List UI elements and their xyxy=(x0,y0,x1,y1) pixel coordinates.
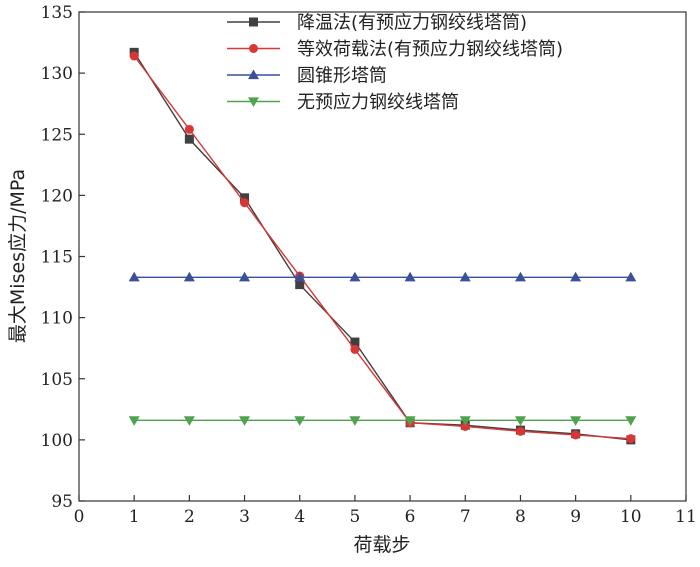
x-tick-label: 6 xyxy=(405,507,416,527)
legend-label: 等效荷载法(有预应力钢绞线塔筒) xyxy=(297,39,563,60)
series-layer xyxy=(128,47,637,445)
y-tick-label: 100 xyxy=(41,431,73,451)
data-point xyxy=(184,124,194,134)
x-tick-label: 0 xyxy=(74,507,85,527)
data-point xyxy=(349,416,361,426)
data-point xyxy=(128,416,140,426)
data-point xyxy=(515,426,525,436)
data-point xyxy=(460,421,470,431)
x-tick-label: 9 xyxy=(570,507,581,527)
y-tick-label: 125 xyxy=(41,125,73,145)
data-point xyxy=(239,416,251,426)
x-tick-label: 2 xyxy=(184,507,195,527)
series-4 xyxy=(128,416,637,426)
legend-marker xyxy=(249,44,258,53)
legend-label: 无预应力钢绞线塔筒 xyxy=(297,92,459,113)
legend: 降温法(有预应力钢绞线塔筒) 等效荷载法(有预应力钢绞线塔筒) 圆锥形塔筒无预应力钢… xyxy=(227,13,563,113)
data-point xyxy=(459,416,471,426)
data-point xyxy=(128,271,140,282)
y-tick-label: 95 xyxy=(51,492,73,512)
data-point xyxy=(570,416,582,426)
x-tick-label: 10 xyxy=(620,507,642,527)
data-point xyxy=(625,416,637,426)
y-tick-label: 110 xyxy=(41,309,73,329)
legend-marker xyxy=(249,17,258,27)
y-axis: 95 100 105 110 115 120 125 130 135 xyxy=(41,3,85,512)
legend-marker xyxy=(248,69,259,80)
x-axis: 0 1 2 3 4 5 6 7 8 9 10 11 xyxy=(74,495,697,527)
x-tick-label: 7 xyxy=(460,507,471,527)
series-line xyxy=(133,51,631,441)
data-point xyxy=(404,416,416,426)
data-point xyxy=(350,344,360,354)
y-tick-label: 135 xyxy=(41,3,73,23)
x-tick-label: 8 xyxy=(515,507,526,527)
x-axis-title: 荷载步 xyxy=(353,534,410,556)
x-tick-label: 4 xyxy=(294,507,305,527)
data-point xyxy=(514,416,526,426)
legend-item-2: 等效荷载法(有预应力钢绞线塔筒) xyxy=(227,39,563,60)
legend-label: 降温法(有预应力钢绞线塔筒) xyxy=(297,13,527,34)
data-point xyxy=(240,193,250,203)
y-tick-label: 120 xyxy=(41,186,73,206)
y-tick-label: 105 xyxy=(41,370,73,390)
x-tick-label: 1 xyxy=(129,507,140,527)
y-tick-label: 130 xyxy=(41,64,73,84)
data-point xyxy=(129,51,139,61)
data-point xyxy=(240,198,250,208)
data-point xyxy=(349,271,361,282)
legend-item-3: 圆锥形塔筒 xyxy=(227,66,387,87)
data-point xyxy=(350,337,360,347)
legend-marker xyxy=(248,97,259,107)
data-point xyxy=(626,434,636,444)
y-axis-title: 最大Mises应力/MPa xyxy=(7,169,29,343)
data-point xyxy=(294,416,306,426)
data-point xyxy=(571,430,581,440)
data-point xyxy=(294,271,306,282)
data-point xyxy=(459,271,471,282)
data-point xyxy=(295,280,305,290)
series-3 xyxy=(128,271,637,282)
legend-item-1: 降温法(有预应力钢绞线塔筒) xyxy=(227,13,527,34)
series-line xyxy=(133,55,631,440)
data-point xyxy=(239,271,251,282)
data-point xyxy=(404,271,416,282)
data-point xyxy=(183,416,195,426)
legend-item-4: 无预应力钢绞线塔筒 xyxy=(227,92,459,113)
data-point xyxy=(183,271,195,282)
x-tick-label: 3 xyxy=(239,507,250,527)
series-2 xyxy=(129,51,636,444)
y-tick-label: 115 xyxy=(41,248,73,268)
legend-label: 圆锥形塔筒 xyxy=(297,66,387,87)
data-point xyxy=(570,271,582,282)
data-point xyxy=(625,271,637,282)
x-tick-label: 11 xyxy=(675,507,697,527)
data-point xyxy=(184,134,194,144)
data-point xyxy=(514,271,526,282)
x-tick-label: 5 xyxy=(349,507,360,527)
